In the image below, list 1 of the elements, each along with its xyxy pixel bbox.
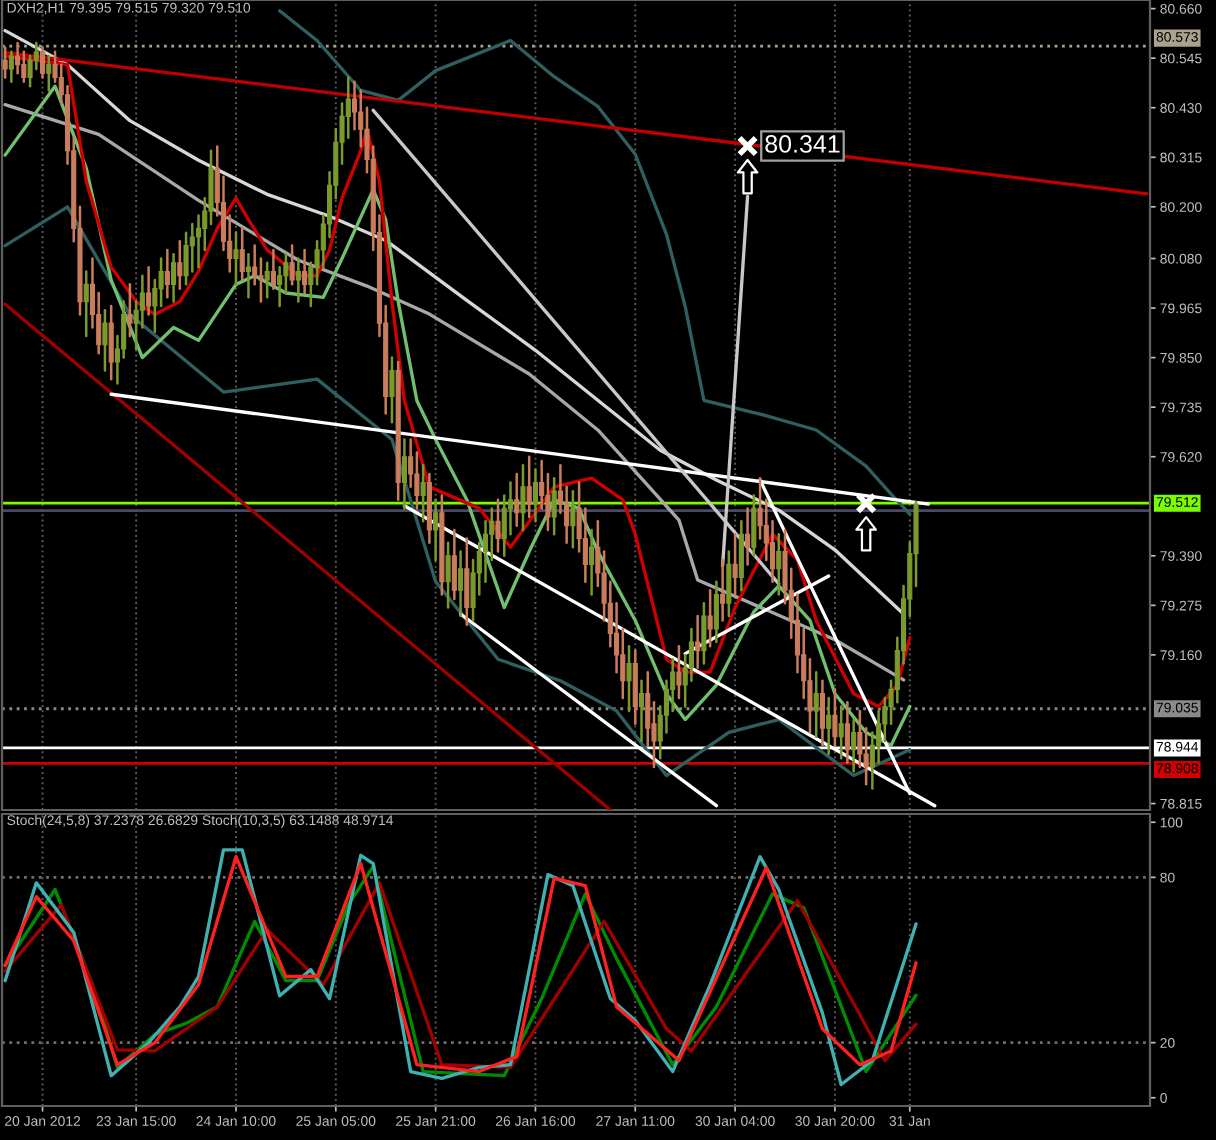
data-label: 80.341 (765, 135, 840, 153)
